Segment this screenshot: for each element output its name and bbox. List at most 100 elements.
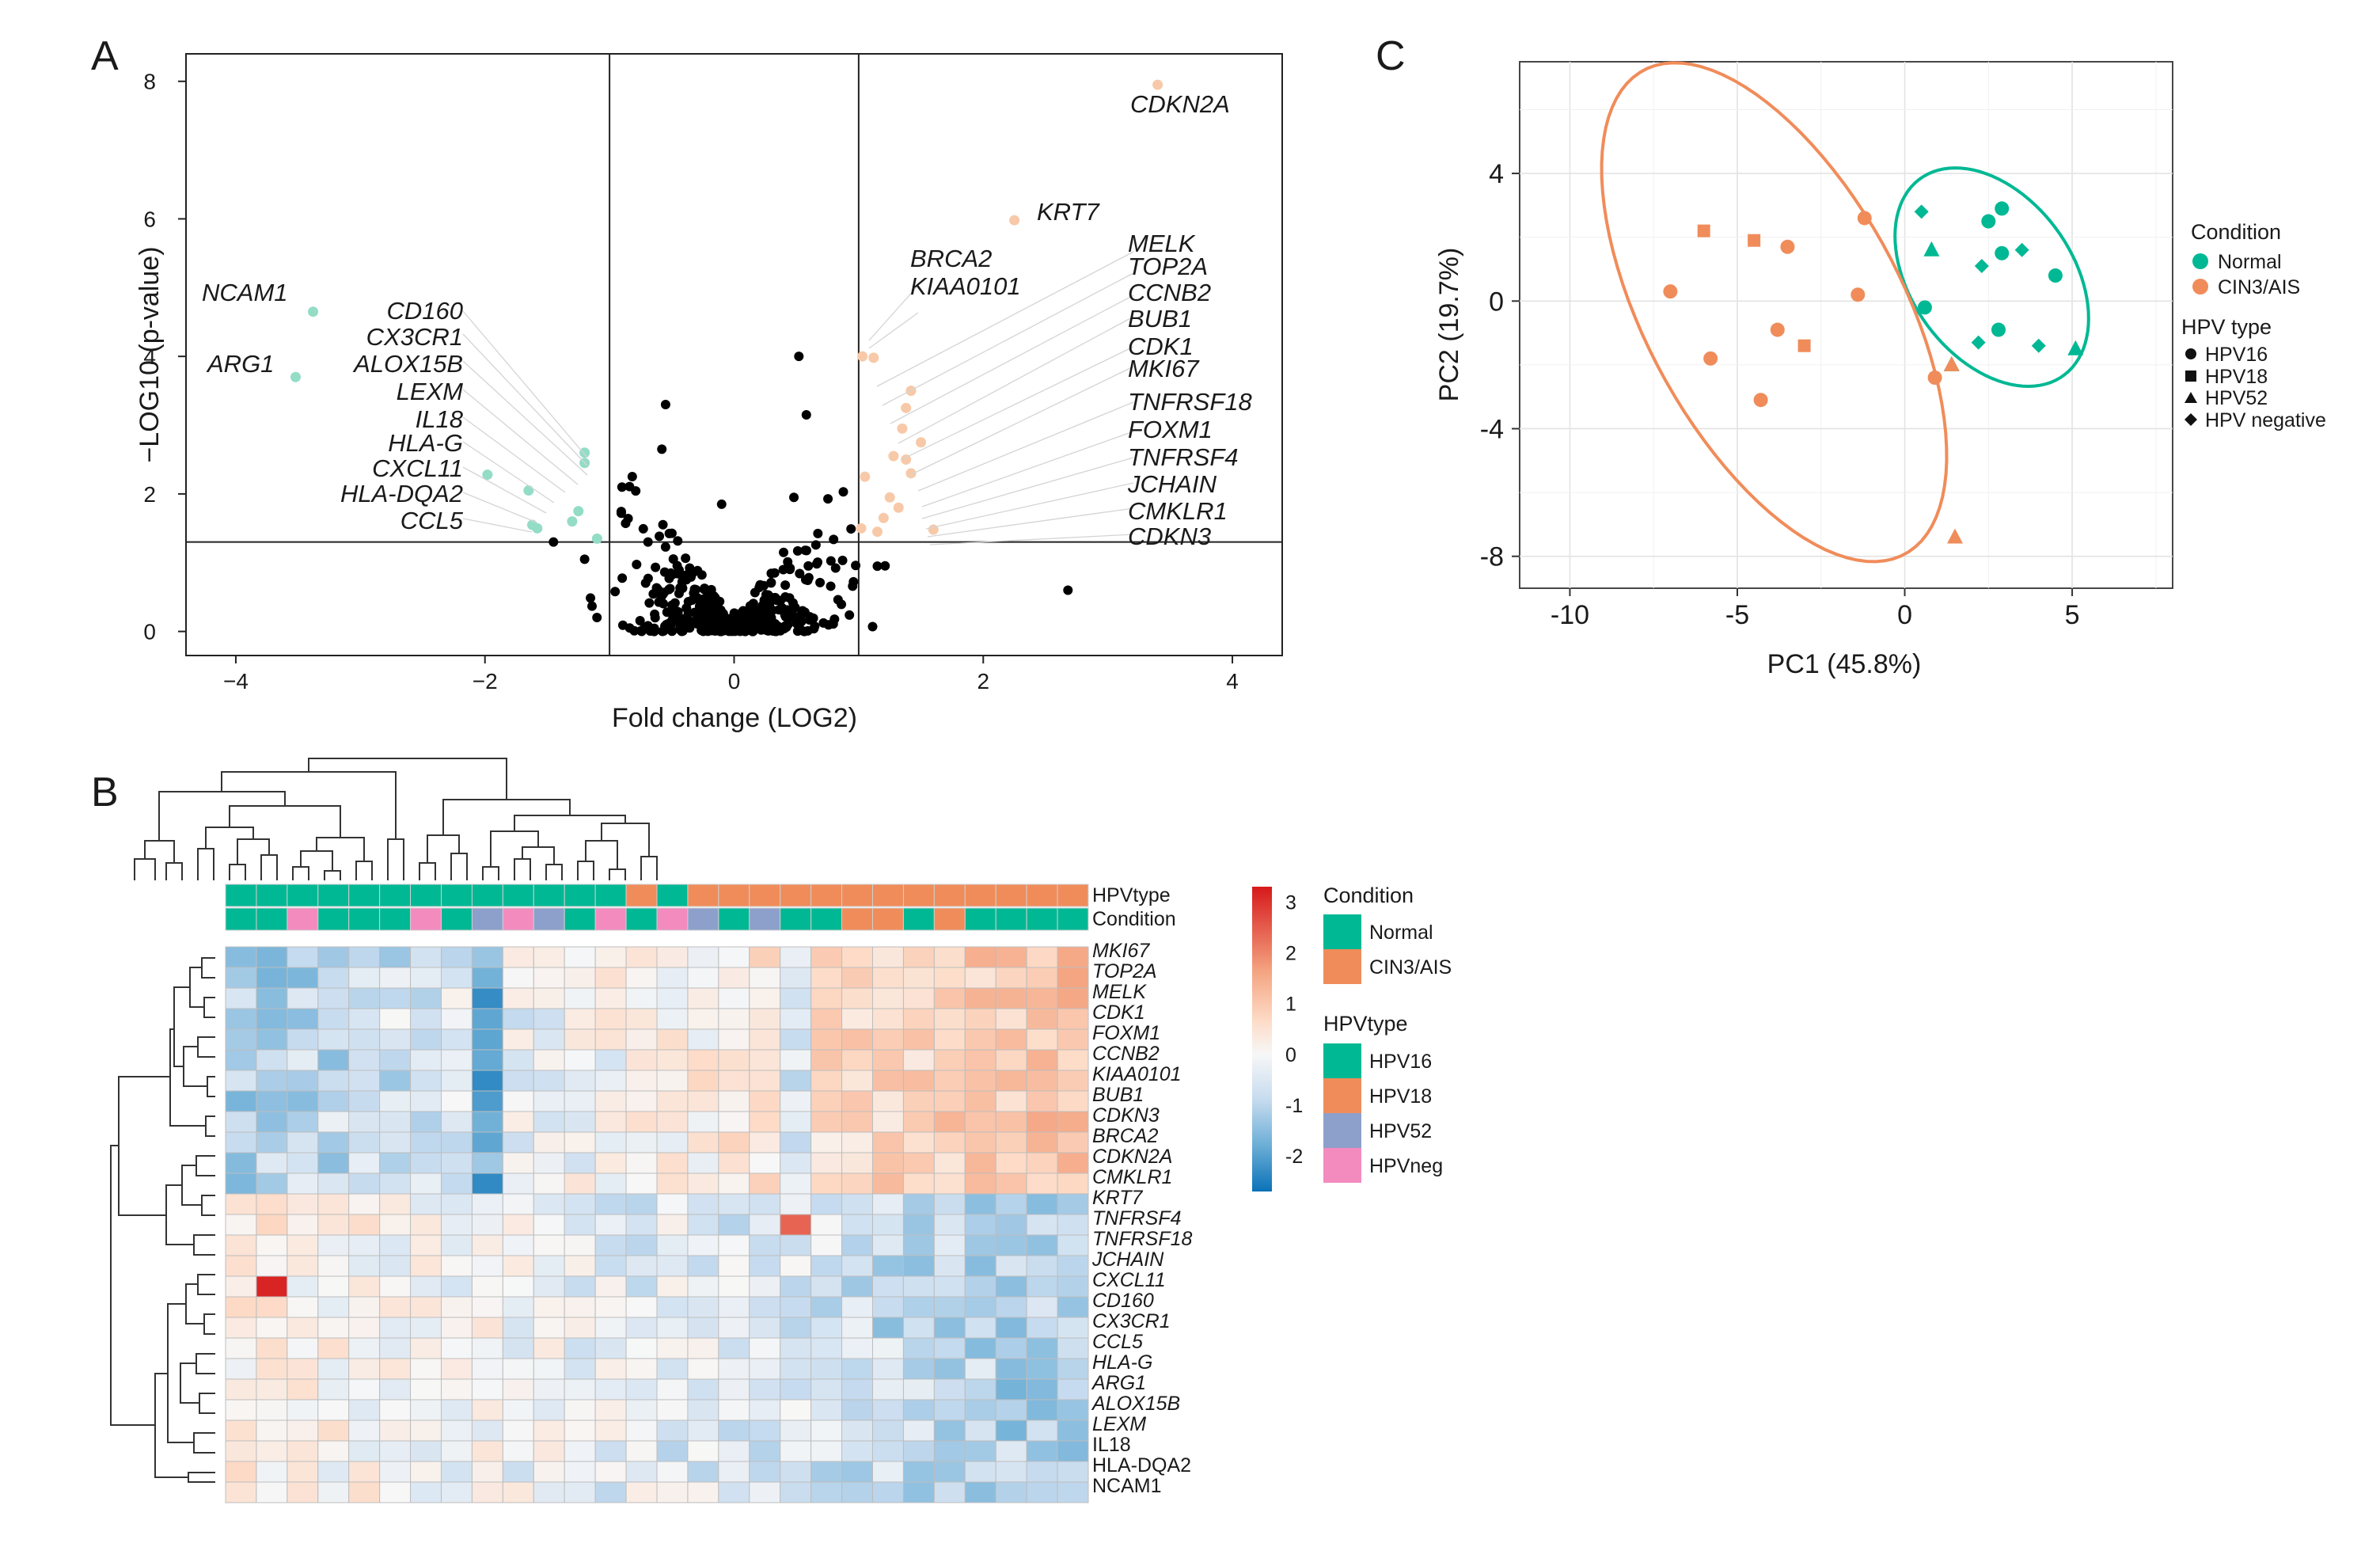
- heatmap-cell: [502, 1028, 534, 1051]
- pca-legend-hpv16: HPV16: [2205, 344, 2268, 366]
- pca-point-diamond: [1974, 258, 1989, 273]
- heatmap-cell: [348, 1152, 381, 1174]
- heatmap-cell: [533, 1296, 565, 1318]
- heatmap-cell: [471, 1296, 503, 1318]
- heatmap-cell: [533, 1419, 565, 1442]
- annotation-cell: [687, 907, 719, 931]
- heatmap-cell: [1057, 1193, 1089, 1215]
- heatmap-cell: [441, 1317, 473, 1339]
- neutral-point: [766, 568, 776, 579]
- gene-label-top2a: TOP2A: [1128, 253, 1208, 280]
- heatmap-cell: [441, 1090, 473, 1112]
- heatmap-cell: [872, 1070, 904, 1092]
- heatmap-cell: [410, 1214, 442, 1236]
- heatmap-cell: [379, 946, 412, 968]
- annotation-cell: [225, 907, 257, 931]
- heatmap-cell: [348, 1440, 381, 1462]
- heatmap-cell: [379, 1255, 412, 1277]
- row-label-jchain: JCHAIN: [1091, 1248, 1164, 1271]
- annotation-cell: [656, 884, 689, 907]
- heatmap-cell: [749, 1008, 781, 1030]
- heatmap-cell: [502, 946, 534, 968]
- neutral-point: [732, 621, 742, 631]
- annotation-cell: [810, 884, 843, 907]
- annotation-cell: [749, 884, 781, 907]
- heatmap-cell: [687, 1090, 719, 1112]
- neutral-point: [867, 621, 878, 632]
- heatmap-cell: [902, 1172, 935, 1195]
- heatmap-cell: [317, 987, 350, 1009]
- neutral-point: [763, 590, 773, 600]
- heatmap-cell: [718, 1275, 750, 1298]
- heatmap-cell: [441, 1255, 473, 1277]
- volcano-x-axis-title: Fold change (LOG2): [612, 703, 857, 733]
- heatmap-cell: [656, 1317, 689, 1339]
- panel-letter-b: B: [91, 770, 119, 815]
- heatmap-cell: [256, 1255, 288, 1277]
- heatmap-cell: [410, 1419, 442, 1442]
- heatmap-cell: [780, 946, 812, 968]
- annotation-cell: [533, 907, 565, 931]
- heatmap-cell: [625, 1214, 658, 1236]
- heatmap-cell: [902, 987, 935, 1009]
- heatmap-cell: [225, 1028, 257, 1051]
- neutral-point: [650, 613, 660, 623]
- heatmap-cell: [287, 1049, 319, 1071]
- hm-legend-hpv52-swatch: [1323, 1113, 1361, 1148]
- heatmap-cell: [256, 1028, 288, 1051]
- downregulated-point: [523, 485, 534, 496]
- heatmap-cell: [995, 1337, 1027, 1359]
- label-connectors: [462, 251, 1134, 545]
- annotation-cell: [225, 884, 257, 907]
- volcano-y-axis-title: −LOG10 (p-value): [135, 246, 165, 462]
- heatmap-cell: [995, 946, 1027, 968]
- pca-y-tick-label-1: 0: [1489, 287, 1504, 317]
- pca-point-square: [1748, 234, 1761, 247]
- neutral-point: [780, 610, 790, 620]
- neutral-point: [773, 625, 784, 635]
- heatmap-cell: [718, 1172, 750, 1195]
- heatmap-cell: [933, 1090, 966, 1112]
- heatmap-cell: [379, 1070, 412, 1092]
- heatmap-cell: [872, 1172, 904, 1195]
- gene-label-cdkn2a: CDKN2A: [1130, 90, 1230, 118]
- gene-label-hla-g: HLA-G: [388, 429, 463, 457]
- heatmap-cell: [348, 1111, 381, 1133]
- heatmap-cell: [441, 987, 473, 1009]
- heatmap: B: [91, 758, 1452, 1503]
- heatmap-cell: [225, 1440, 257, 1462]
- neutral-point: [810, 540, 821, 550]
- heatmap-cell: [625, 1317, 658, 1339]
- neutral-point: [796, 610, 807, 620]
- heatmap-cell: [872, 1378, 904, 1400]
- heatmap-cell: [810, 1440, 843, 1462]
- heatmap-cell: [841, 1419, 873, 1442]
- row-label-hla-dqa2: HLA-DQA2: [1092, 1454, 1191, 1476]
- neutral-point: [779, 547, 789, 557]
- neutral-point: [735, 608, 746, 618]
- heatmap-cell: [625, 1461, 658, 1483]
- heatmap-cell: [995, 967, 1027, 989]
- heatmap-cell: [317, 1028, 350, 1051]
- heatmap-cell: [810, 1028, 843, 1051]
- heatmap-cell: [1057, 1275, 1089, 1298]
- heatmap-cell: [1057, 1419, 1089, 1442]
- heatmap-cell: [533, 1172, 565, 1195]
- hm-legend-normal-swatch: [1323, 914, 1361, 949]
- pca-point-circle: [1850, 287, 1866, 302]
- neutral-point: [669, 603, 679, 614]
- neutral-point: [803, 561, 814, 571]
- pca-point-diamond: [1971, 335, 1986, 350]
- heatmap-cell: [687, 967, 719, 989]
- pca-point-circle: [1703, 351, 1718, 366]
- pca-point-triangle: [2067, 340, 2084, 355]
- heatmap-cell: [933, 1317, 966, 1339]
- heatmap-cell: [379, 1234, 412, 1256]
- heatmap-cell: [1057, 1296, 1089, 1318]
- heatmap-cell: [379, 1461, 412, 1483]
- heatmap-cell: [933, 1070, 966, 1092]
- heatmap-cell: [780, 1111, 812, 1133]
- downregulated-point: [567, 516, 578, 527]
- neutral-point: [655, 531, 665, 542]
- neutral-point: [648, 589, 659, 599]
